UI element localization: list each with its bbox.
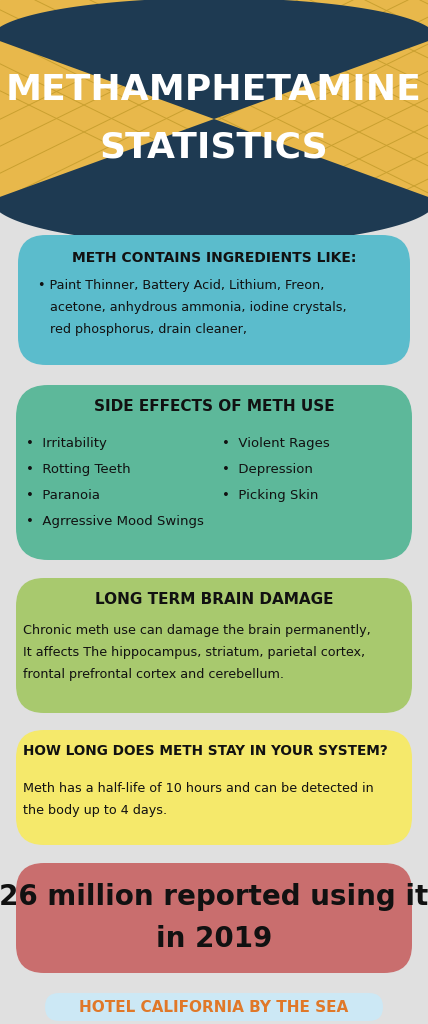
Text: LONG TERM BRAIN DAMAGE: LONG TERM BRAIN DAMAGE	[95, 592, 333, 607]
FancyBboxPatch shape	[45, 993, 383, 1021]
FancyBboxPatch shape	[18, 234, 410, 365]
Text: acetone, anhydrous ammonia, iodine crystals,: acetone, anhydrous ammonia, iodine cryst…	[38, 301, 347, 314]
Text: METHAMPHETAMINE: METHAMPHETAMINE	[6, 73, 422, 106]
Text: METH CONTAINS INGREDIENTS LIKE:: METH CONTAINS INGREDIENTS LIKE:	[72, 251, 356, 265]
FancyBboxPatch shape	[16, 730, 412, 845]
Text: in 2019: in 2019	[156, 925, 272, 953]
Text: It affects The hippocampus, striatum, parietal cortex,: It affects The hippocampus, striatum, pa…	[23, 646, 365, 659]
Text: •  Depression: • Depression	[222, 463, 313, 476]
Text: frontal prefrontal cortex and cerebellum.: frontal prefrontal cortex and cerebellum…	[23, 668, 284, 681]
Text: •  Irritability: • Irritability	[26, 437, 107, 450]
FancyBboxPatch shape	[16, 578, 412, 713]
Text: •  Rotting Teeth: • Rotting Teeth	[26, 463, 131, 476]
Text: Meth has a half-life of 10 hours and can be detected in: Meth has a half-life of 10 hours and can…	[23, 782, 374, 795]
Text: the body up to 4 days.: the body up to 4 days.	[23, 804, 167, 817]
Text: • Paint Thinner, Battery Acid, Lithium, Freon,: • Paint Thinner, Battery Acid, Lithium, …	[38, 279, 324, 292]
Text: HOTEL CALIFORNIA BY THE SEA: HOTEL CALIFORNIA BY THE SEA	[79, 999, 349, 1015]
Text: 26 million reported using it: 26 million reported using it	[0, 883, 428, 911]
Text: •  Paranoia: • Paranoia	[26, 489, 100, 502]
Polygon shape	[0, 0, 428, 245]
Text: red phosphorus, drain cleaner,: red phosphorus, drain cleaner,	[38, 323, 247, 336]
Text: STATISTICS: STATISTICS	[100, 131, 328, 165]
Text: •  Picking Skin: • Picking Skin	[222, 489, 318, 502]
Text: •  Violent Rages: • Violent Rages	[222, 437, 330, 450]
FancyBboxPatch shape	[16, 385, 412, 560]
Text: SIDE EFFECTS OF METH USE: SIDE EFFECTS OF METH USE	[94, 399, 334, 414]
Text: Chronic meth use can damage the brain permanently,: Chronic meth use can damage the brain pe…	[23, 624, 371, 637]
Text: HOW LONG DOES METH STAY IN YOUR SYSTEM?: HOW LONG DOES METH STAY IN YOUR SYSTEM?	[23, 744, 388, 758]
FancyBboxPatch shape	[16, 863, 412, 973]
Text: •  Agrressive Mood Swings: • Agrressive Mood Swings	[26, 515, 204, 528]
Bar	[0, 0, 428, 210]
